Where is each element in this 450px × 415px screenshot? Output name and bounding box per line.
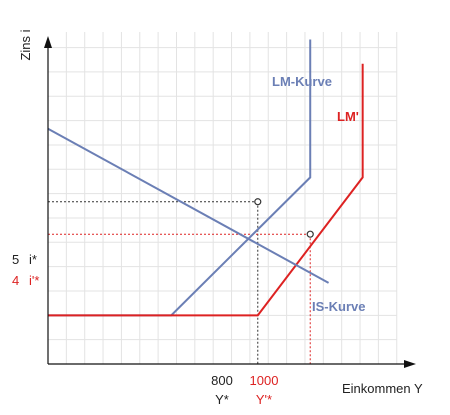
equilibrium-point	[254, 198, 262, 206]
y-tick-label-4: 4	[12, 273, 19, 288]
y-tick-label-5: 5	[12, 252, 19, 267]
x-axis-arrow	[404, 360, 416, 368]
x-tick-label-800: 800	[211, 373, 233, 388]
x-sub-label-y-star: Y*	[215, 392, 229, 407]
is-kurve-line	[47, 127, 330, 284]
axes	[44, 36, 416, 368]
equilibrium-point	[306, 230, 314, 238]
y-axis-arrow	[44, 36, 52, 48]
equilibrium-points	[254, 198, 314, 238]
y-sub-label-i-star: i*	[29, 252, 37, 267]
y-sub-label-i-prime-star: i'*	[29, 273, 39, 288]
series-label-is-kurve: IS-Kurve	[312, 299, 365, 314]
x-tick-label-1000: 1000	[250, 373, 279, 388]
x-axis-label: Einkommen Y	[342, 381, 423, 396]
guide-lines	[48, 201, 311, 364]
x-sub-label-y-prime-star: Y'*	[256, 392, 272, 407]
series-lines	[47, 39, 364, 317]
lm-kurve-line	[48, 39, 312, 317]
grid	[48, 32, 398, 364]
lm-prime-line	[48, 63, 364, 317]
series-label-lm-prime: LM'	[337, 109, 359, 124]
series-label-lm-kurve: LM-Kurve	[272, 74, 332, 89]
y-axis-label: Zins i	[18, 29, 33, 60]
labels: Zins i Einkommen Y LM-Kurve LM' IS-Kurve…	[12, 29, 423, 407]
